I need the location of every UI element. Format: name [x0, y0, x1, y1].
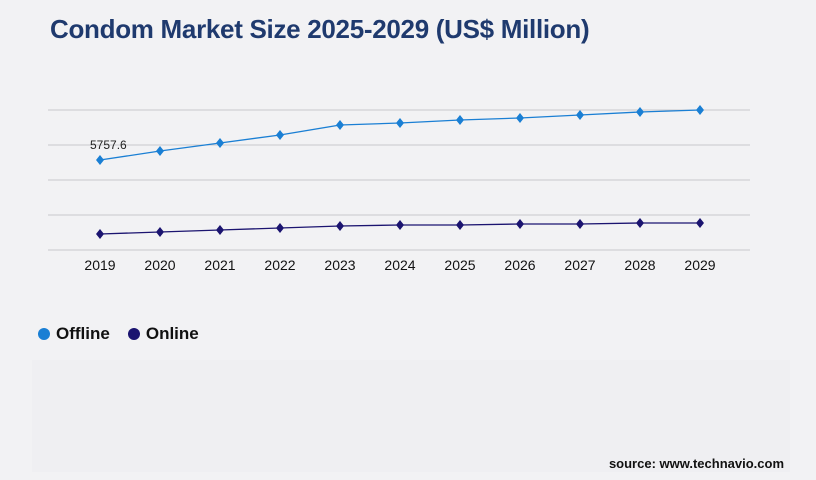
online-marker-icon [127, 328, 140, 340]
legend-label: Online [145, 324, 199, 343]
data-point-offline [336, 120, 344, 130]
data-point-offline [96, 155, 104, 166]
chart-title: Condom Market Size 2025-2029 (US$ Millio… [50, 14, 590, 44]
data-point-online [276, 223, 284, 233]
source-text: source: www.technavio.com [608, 456, 784, 471]
x-tick-label: 2025 [444, 257, 475, 273]
data-point-offline [396, 118, 404, 128]
x-tick-label: 2020 [144, 257, 175, 273]
data-point-online [96, 229, 104, 239]
legend: Offline Online [38, 324, 199, 344]
x-tick-label: 2021 [204, 257, 235, 273]
data-point-offline [456, 115, 464, 125]
x-tick-label: 2022 [264, 257, 295, 273]
data-point-offline [156, 146, 164, 156]
data-label: 5757.6 [90, 138, 127, 152]
data-point-offline [276, 130, 284, 140]
data-point-offline [516, 113, 524, 123]
data-point-offline [576, 110, 584, 120]
data-point-offline [216, 138, 224, 148]
data-point-online [396, 220, 404, 230]
x-tick-label: 2024 [384, 257, 415, 273]
offline-marker-icon [38, 328, 50, 340]
legend-label: Offline [56, 324, 110, 343]
data-point-online [576, 219, 584, 229]
data-point-online [696, 218, 704, 228]
x-tick-label: 2026 [504, 257, 535, 273]
data-point-offline [636, 107, 644, 117]
data-point-online [336, 221, 344, 231]
x-tick-label: 2023 [324, 257, 355, 273]
x-tick-label: 2019 [84, 257, 115, 273]
series-line-offline [99, 109, 701, 161]
data-point-offline [696, 105, 704, 115]
data-point-online [636, 218, 644, 228]
data-point-online [456, 220, 464, 230]
data-point-online [216, 225, 224, 235]
x-tick-label: 2029 [684, 257, 715, 273]
background-panel [32, 360, 790, 472]
x-tick-label: 2027 [564, 257, 595, 273]
legend-item-offline[interactable]: Offline [38, 324, 110, 344]
data-point-online [516, 219, 524, 229]
data-point-online [156, 227, 164, 237]
x-tick-label: 2028 [624, 257, 655, 273]
legend-item-online[interactable]: Online [127, 324, 199, 344]
